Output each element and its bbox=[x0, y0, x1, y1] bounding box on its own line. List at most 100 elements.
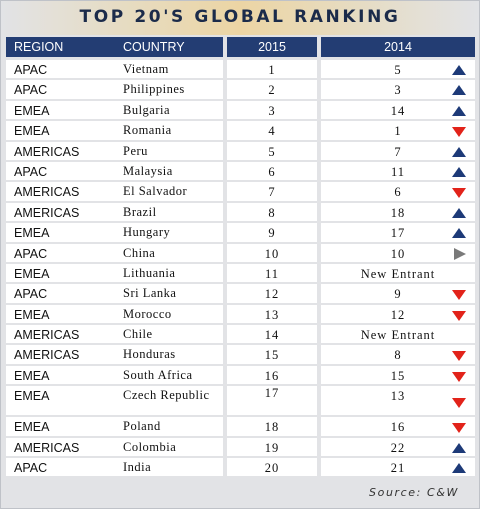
rank-2015-cell: 1 bbox=[227, 60, 317, 79]
table-row: EMEA Romania 4 1 bbox=[1, 121, 479, 141]
rank-2015-cell: 19 bbox=[227, 437, 317, 457]
region-country-cell: APAC Sri Lanka bbox=[6, 284, 223, 303]
right-arrow-icon bbox=[454, 247, 466, 260]
up-arrow-icon bbox=[452, 228, 466, 239]
table-row: APAC Sri Lanka 12 9 bbox=[1, 284, 479, 304]
rank-2014-cell: 12 bbox=[321, 304, 475, 324]
region-label: AMERICAS bbox=[14, 328, 80, 343]
rank-2015-value: 19 bbox=[264, 440, 280, 455]
region-country-cell: AMERICAS Honduras bbox=[6, 345, 223, 364]
rank-2014-cell: 21 bbox=[321, 458, 475, 477]
country-label: Colombia bbox=[123, 439, 177, 454]
rank-2015-value: 20 bbox=[264, 461, 280, 476]
rank-2015-cell: 5 bbox=[227, 141, 317, 160]
rank-2014-value: 14 bbox=[390, 103, 406, 118]
region-country-cell: APAC Malaysia bbox=[6, 161, 223, 181]
region-country-cell: EMEA Czech Republic bbox=[6, 386, 223, 416]
rank-2015-cell: 6 bbox=[227, 161, 317, 181]
up-arrow-icon bbox=[452, 105, 466, 116]
rank-2015-cell: 9 bbox=[227, 223, 317, 242]
rank-2015-cell: 7 bbox=[227, 182, 317, 201]
rank-2015-cell: 16 bbox=[227, 365, 317, 385]
header-region: REGION bbox=[14, 40, 64, 54]
rank-2015-value: 1 bbox=[268, 63, 276, 77]
region-label: EMEA bbox=[14, 266, 50, 281]
rank-2014-value: 22 bbox=[390, 440, 406, 455]
rank-2014-cell: New Entrant bbox=[321, 263, 475, 283]
table-row: APAC Vietnam 1 5 bbox=[1, 60, 479, 80]
header-region-country: REGION COUNTRY bbox=[6, 37, 223, 57]
title-bar: TOP 20'S GLOBAL RANKING bbox=[1, 1, 479, 35]
rank-2014-value: 12 bbox=[390, 307, 406, 322]
rank-2014-cell: 14 bbox=[321, 100, 475, 120]
country-label: Hungary bbox=[123, 225, 171, 240]
rank-2014-cell: 17 bbox=[321, 223, 475, 242]
rank-2015-value: 9 bbox=[268, 226, 276, 241]
rank-2014-cell: 22 bbox=[321, 437, 475, 457]
down-arrow-icon bbox=[452, 290, 466, 301]
region-label: APAC bbox=[14, 83, 48, 98]
rank-2014-cell: 9 bbox=[321, 284, 475, 303]
country-label: Bulgaria bbox=[123, 102, 171, 117]
rank-2014-cell: 5 bbox=[321, 60, 475, 79]
up-arrow-icon bbox=[452, 166, 466, 177]
table-row: EMEA Morocco 13 12 bbox=[1, 304, 479, 325]
table-row: AMERICAS El Salvador 7 6 bbox=[1, 182, 479, 202]
region-country-cell: EMEA Hungary bbox=[6, 223, 223, 242]
rank-2015-cell: 13 bbox=[227, 304, 317, 324]
up-arrow-icon bbox=[452, 85, 466, 96]
rank-2015-value: 6 bbox=[268, 164, 276, 179]
rank-2014-value: 17 bbox=[390, 226, 406, 241]
rank-2015-cell: 20 bbox=[227, 458, 317, 477]
rank-2015-value: 14 bbox=[264, 328, 280, 343]
country-label: Peru bbox=[123, 143, 148, 158]
down-arrow-icon bbox=[452, 371, 466, 382]
region-label: APAC bbox=[14, 287, 48, 302]
rank-2014-cell: 11 bbox=[321, 161, 475, 181]
rank-2014-value: 11 bbox=[390, 164, 406, 179]
header-2015-label: 2015 bbox=[258, 40, 286, 54]
region-country-cell: EMEA Morocco bbox=[6, 304, 223, 324]
rank-2015-value: 2 bbox=[268, 83, 276, 98]
rank-2014-cell: 16 bbox=[321, 417, 475, 436]
table-row: APAC Philippines 2 3 bbox=[1, 80, 479, 100]
region-label: AMERICAS bbox=[14, 348, 80, 363]
rank-2014-value: 6 bbox=[394, 185, 402, 200]
rank-2015-cell: 10 bbox=[227, 243, 317, 262]
down-arrow-icon bbox=[452, 351, 466, 362]
rank-2014-cell: New Entrant bbox=[321, 325, 475, 344]
up-arrow-icon bbox=[452, 207, 466, 218]
rank-2014-value: 9 bbox=[394, 287, 402, 302]
region-country-cell: EMEA Poland bbox=[6, 417, 223, 436]
rank-2014-value: 18 bbox=[390, 205, 406, 220]
header-2014-label: 2014 bbox=[384, 40, 412, 54]
rank-2014-value: New Entrant bbox=[360, 328, 436, 343]
country-label: Lithuania bbox=[123, 265, 176, 280]
region-label: APAC bbox=[14, 63, 48, 77]
rank-2015-cell: 4 bbox=[227, 121, 317, 140]
rank-2015-value: 4 bbox=[268, 124, 276, 139]
country-label: Morocco bbox=[123, 306, 172, 321]
rank-2015-value: 18 bbox=[264, 420, 280, 435]
country-label: Poland bbox=[123, 419, 161, 434]
rank-2014-cell: 1 bbox=[321, 121, 475, 140]
region-country-cell: AMERICAS El Salvador bbox=[6, 182, 223, 201]
region-country-cell: AMERICAS Colombia bbox=[6, 437, 223, 457]
page-title: TOP 20'S GLOBAL RANKING bbox=[79, 7, 401, 27]
table-row: EMEA Czech Republic 17 13 bbox=[1, 386, 479, 417]
down-arrow-icon bbox=[452, 398, 466, 409]
table-row: AMERICAS Brazil 8 18 bbox=[1, 202, 479, 223]
region-country-cell: APAC Vietnam bbox=[6, 60, 223, 79]
region-label: EMEA bbox=[14, 103, 50, 118]
country-label: Brazil bbox=[123, 204, 157, 219]
table-row: EMEA South Africa 16 15 bbox=[1, 365, 479, 386]
rank-2015-cell: 17 bbox=[227, 386, 317, 416]
rank-2014-value: 5 bbox=[394, 63, 402, 77]
rank-2014-cell: 18 bbox=[321, 202, 475, 222]
header-year-2014: 2014 bbox=[321, 37, 475, 57]
rank-2014-cell: 10 bbox=[321, 243, 475, 262]
country-label: Philippines bbox=[123, 82, 185, 97]
country-label: India bbox=[123, 460, 152, 475]
rank-2014-value: 3 bbox=[394, 83, 402, 98]
